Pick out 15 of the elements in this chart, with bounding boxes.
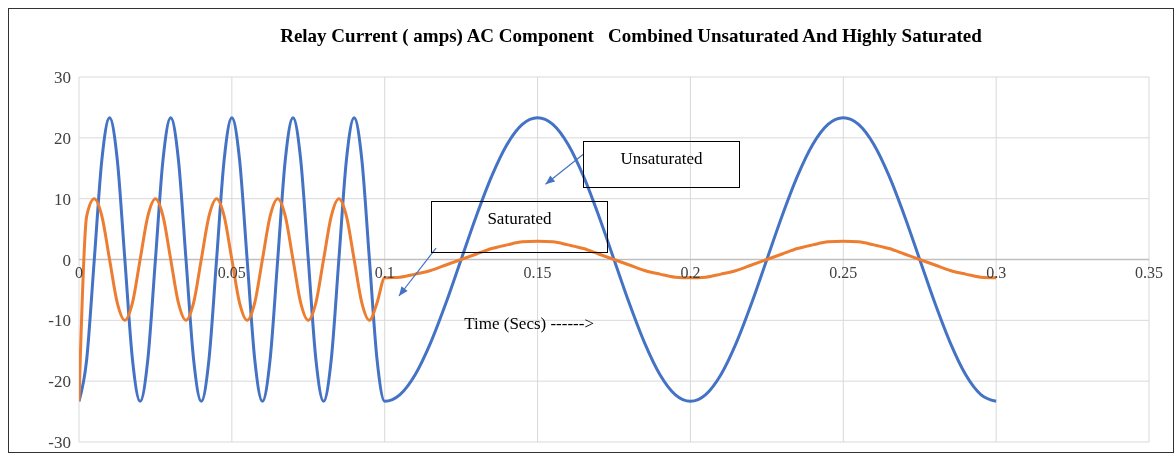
annotation: Saturated [486,209,553,230]
chart-title: Relay Current ( amps) AC Component Combined Unsaturated And Highly Saturated [279,24,983,48]
x-tick-label: 0.25 [829,263,858,281]
y-tick-label: 10 [54,189,71,209]
x-tick-label: 0.15 [523,263,552,281]
y-tick-label: -20 [48,372,71,392]
x-tick-label: 0.3 [986,263,1007,281]
x-axis-title: Time (Secs) ------> [464,313,595,334]
y-tick-label: 20 [54,128,71,148]
y-tick-label: -10 [48,311,71,331]
x-tick-label: 0.1 [374,263,395,281]
annotation: Unsaturated [619,148,704,169]
y-tick-label: -30 [48,433,71,453]
y-tick-label: 30 [54,68,71,88]
x-tick-label: 0.35 [1135,263,1163,281]
